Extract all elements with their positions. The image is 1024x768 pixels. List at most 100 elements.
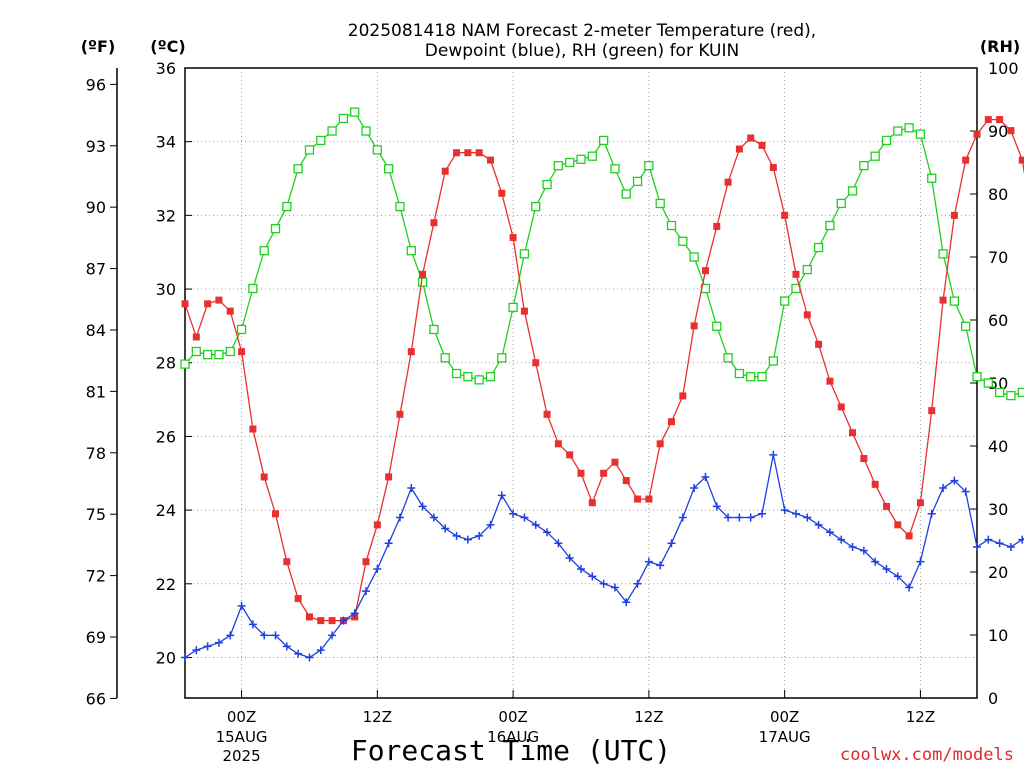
dewpoint-point: [701, 472, 710, 481]
rh-line: [184, 111, 1024, 397]
dewpoint-point: [995, 539, 1004, 548]
rh-point: [304, 145, 315, 155]
temperature-point: [373, 521, 381, 529]
dewpoint-point: [633, 579, 642, 588]
dewpoint-point: [192, 646, 201, 655]
temperature-point: [204, 300, 212, 308]
dewpoint-point: [916, 557, 925, 566]
dewpoint-point: [610, 583, 619, 592]
y-tick-label-rh: 30: [988, 500, 1008, 519]
dewpoint-point: [543, 528, 552, 537]
y-tick-label-fahrenheit: 84: [86, 321, 106, 340]
temperature-point: [634, 495, 642, 503]
rh-point: [327, 126, 337, 136]
dewpoint-point: [429, 513, 438, 522]
rh-point: [949, 296, 960, 306]
temperature-point: [215, 296, 223, 304]
rh-point: [202, 349, 213, 360]
x-tick-date: 16AUG: [487, 728, 539, 746]
temperature-point: [996, 116, 1004, 124]
rh-point: [463, 372, 473, 382]
dewpoint-point: [814, 520, 823, 529]
temperature-point: [294, 595, 302, 603]
temperature-point: [679, 392, 687, 400]
rh-point: [746, 372, 756, 382]
y-tick-label-celsius: 20: [156, 648, 176, 667]
temperature-point: [803, 311, 811, 319]
temperature-point: [916, 499, 924, 507]
rh-point: [451, 368, 462, 379]
x-tick-label: 12Z: [634, 708, 663, 726]
chart-title-line1: 2025081418 NAM Forecast 2-meter Temperat…: [348, 21, 816, 41]
rh-point: [734, 368, 745, 379]
dewpoint-point: [848, 542, 857, 551]
temperature-point: [328, 617, 336, 625]
dewpoint-point: [712, 502, 721, 511]
temperature-point: [577, 469, 585, 477]
temperature-point: [747, 134, 755, 142]
dewpoint-point: [395, 513, 404, 522]
temperature-series: [181, 116, 1024, 625]
temperature-point: [905, 532, 913, 540]
dewpoint-series: [181, 450, 1024, 662]
rh-point: [780, 296, 790, 306]
x-tick-label: 00Z: [498, 708, 527, 726]
rh-point: [644, 160, 654, 171]
temperature-point: [260, 473, 268, 481]
temperature-point: [611, 458, 619, 466]
temperature-point: [724, 178, 732, 186]
temperature-point: [781, 211, 789, 219]
y-tick-label-rh: 100: [988, 59, 1019, 78]
dewpoint-point: [509, 509, 518, 518]
x-tick-label: 12Z: [906, 708, 935, 726]
temperature-point: [860, 455, 868, 463]
rh-point: [485, 372, 496, 382]
temperature-point: [272, 510, 280, 518]
y-tick-label-celsius: 36: [156, 59, 176, 78]
temperature-point: [317, 617, 325, 625]
dewpoint-point: [475, 531, 484, 540]
temperature-point: [645, 495, 653, 503]
rh-point: [259, 246, 269, 256]
temperature-point: [407, 348, 415, 356]
y-tick-label-fahrenheit: 96: [86, 75, 106, 94]
rh-point: [712, 321, 722, 331]
dewpoint-point: [497, 491, 506, 500]
rh-point: [214, 349, 224, 360]
temperature-point: [181, 300, 189, 308]
rh-point: [870, 151, 880, 161]
rh-point: [813, 242, 824, 253]
rh-point: [983, 378, 993, 388]
temperature-point: [475, 149, 483, 157]
temperature-point: [668, 418, 676, 426]
y-tick-label-rh: 40: [988, 437, 1008, 456]
axes: [110, 67, 978, 699]
rh-point: [372, 145, 382, 155]
dewpoint-point: [577, 565, 585, 574]
temperature-point: [1018, 156, 1024, 164]
rh-point: [497, 353, 507, 363]
dewpoint-point: [780, 506, 789, 515]
rh-point: [519, 249, 530, 259]
rh-point: [915, 129, 926, 139]
dewpoint-point: [927, 509, 936, 518]
temperature-point: [1007, 127, 1015, 135]
y-tick-label-fahrenheit: 66: [86, 689, 106, 708]
y-tick-label-rh: 80: [988, 185, 1008, 204]
dewpoint-point: [271, 631, 280, 640]
dewpoint-point: [294, 649, 303, 658]
temperature-point: [849, 429, 857, 437]
dewpoint-point: [950, 476, 959, 485]
temperature-point: [543, 410, 551, 418]
dewpoint-point: [599, 579, 608, 588]
temperature-point: [464, 149, 472, 157]
dewpoint-point: [893, 572, 902, 581]
rh-point: [395, 201, 405, 212]
dewpoint-point: [373, 565, 382, 574]
rh-series: [180, 107, 1024, 401]
dewpoint-point: [362, 587, 371, 596]
y-tick-label-celsius: 28: [156, 354, 176, 373]
unit-label-fahrenheit: (ºF): [81, 37, 116, 56]
temperature-point: [973, 130, 981, 138]
